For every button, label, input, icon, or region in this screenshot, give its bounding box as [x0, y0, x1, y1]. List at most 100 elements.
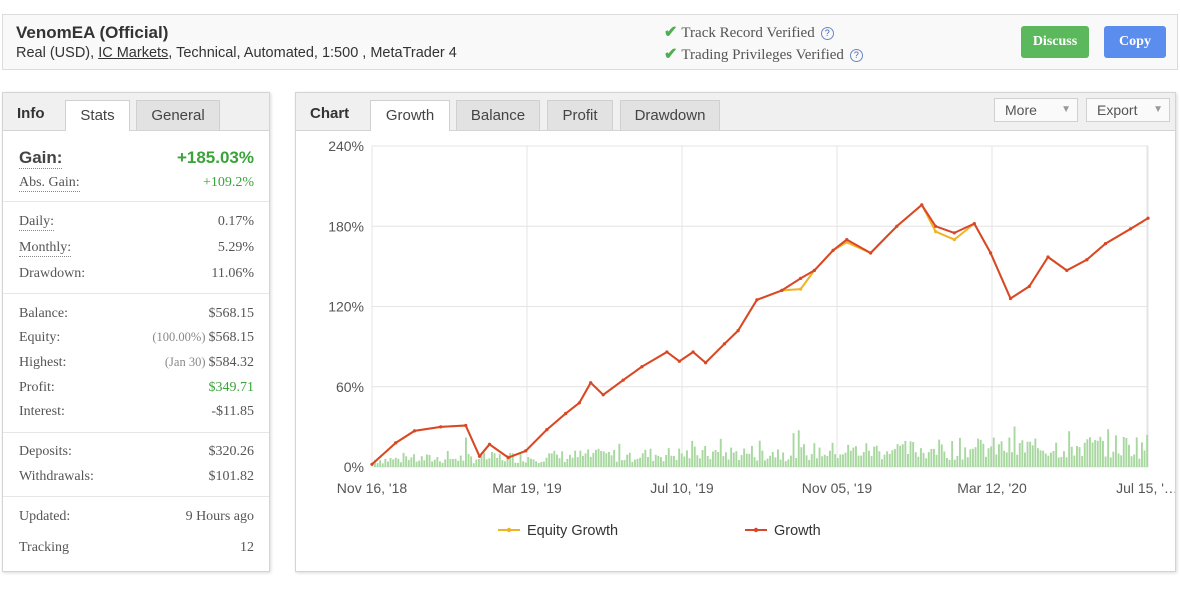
tab-general[interactable]: General — [136, 100, 220, 130]
volume-bar — [1128, 444, 1130, 467]
volume-bar — [693, 446, 696, 467]
volume-bar — [657, 456, 660, 467]
x-tick-label: Mar 12, '20 — [957, 480, 1027, 496]
volume-bar — [374, 459, 376, 467]
daily-label[interactable]: Daily: — [19, 214, 54, 231]
discuss-button[interactable]: Discuss — [1021, 26, 1089, 58]
volume-bar — [912, 442, 915, 467]
volume-bar — [953, 459, 956, 467]
volume-bar — [673, 455, 675, 467]
volume-bar — [1055, 442, 1058, 467]
volume-bar — [740, 455, 743, 467]
volume-bar — [584, 453, 587, 467]
gain-label[interactable]: Gain: — [19, 148, 63, 169]
volume-bar — [725, 452, 727, 467]
volume-bar — [712, 451, 714, 467]
volume-bar — [621, 460, 623, 467]
volume-bar — [865, 443, 868, 467]
volume-bar — [977, 438, 980, 467]
volume-bar — [496, 457, 499, 467]
volume-bar — [636, 458, 639, 467]
volume-bar — [909, 441, 912, 467]
volume-bar — [719, 438, 722, 467]
deposits-label: Deposits: — [19, 444, 72, 459]
chevron-down-icon: ▼ — [1061, 104, 1071, 115]
tab-stats[interactable]: Stats — [65, 100, 130, 131]
volume-bar — [634, 459, 636, 467]
volume-bar — [696, 455, 699, 467]
volume-bar — [1130, 456, 1133, 467]
tab-balance[interactable]: Balance — [456, 100, 540, 130]
volume-bar — [493, 453, 496, 467]
export-label: Export — [1097, 102, 1138, 118]
tab-growth[interactable]: Growth — [370, 100, 450, 131]
volume-bar — [704, 446, 707, 467]
volume-bar — [563, 461, 566, 467]
volume-bar — [647, 457, 649, 467]
volume-bar — [878, 451, 881, 467]
tab-drawdown[interactable]: Drawdown — [620, 100, 720, 130]
volume-bar — [1091, 442, 1094, 467]
tab-profit[interactable]: Profit — [547, 100, 613, 130]
growth-point — [677, 359, 681, 363]
volume-bar — [522, 461, 525, 467]
volume-bar — [517, 462, 519, 467]
volume-bar — [792, 433, 795, 467]
monthly-label[interactable]: Monthly: — [19, 240, 72, 257]
volume-bar — [535, 461, 538, 467]
volume-bar — [472, 463, 475, 467]
tracking-label: Tracking — [19, 540, 70, 555]
x-tick-label: Nov 16, '18 — [337, 480, 408, 496]
volume-bar — [475, 459, 478, 467]
abs-gain-label[interactable]: Abs. Gain: — [19, 175, 80, 192]
chart-title: Chart — [310, 105, 350, 122]
volume-bar — [537, 463, 540, 467]
volume-bar — [675, 460, 678, 467]
help-icon[interactable]: ? — [849, 49, 863, 62]
highest-label: Highest: — [19, 355, 67, 370]
volume-bar — [735, 451, 738, 467]
account-header: VenomEA (Official) Real (USD), IC Market… — [2, 14, 1178, 70]
volume-bar — [810, 454, 813, 467]
volume-bar — [839, 454, 842, 467]
volume-bar — [748, 453, 751, 467]
more-dropdown[interactable]: More ▼ — [994, 98, 1078, 122]
y-tick-label: 60% — [336, 379, 364, 395]
volume-bar — [873, 446, 876, 467]
volume-bar — [561, 451, 564, 467]
volume-bar — [891, 450, 894, 467]
volume-bar — [779, 459, 782, 467]
chevron-down-icon: ▼ — [1153, 104, 1163, 115]
chart-legend[interactable]: Equity Growth Growth — [498, 523, 821, 539]
volume-bar — [553, 450, 556, 467]
volume-bar — [764, 460, 766, 467]
volume-bar — [1096, 440, 1099, 467]
export-dropdown[interactable]: Export ▼ — [1086, 98, 1170, 122]
highest-value-wrap: (Jan 30) $584.32 — [165, 355, 254, 371]
growth-point — [506, 456, 510, 460]
volume-bar — [436, 457, 439, 467]
help-icon[interactable]: ? — [820, 27, 834, 40]
growth-point — [1046, 255, 1050, 259]
volume-bar — [483, 452, 486, 467]
broker-link[interactable]: IC Markets — [98, 45, 169, 61]
highest-value: $584.32 — [208, 355, 255, 370]
volume-bar — [610, 455, 613, 467]
growth-point — [524, 449, 528, 453]
volume-bar — [1112, 451, 1115, 467]
account-title: VenomEA (Official) — [16, 23, 169, 42]
volume-bar — [842, 454, 844, 467]
copy-button[interactable]: Copy — [1104, 26, 1166, 58]
growth-point — [487, 442, 492, 446]
equity-value: $568.15 — [208, 330, 255, 345]
checkmark-icon: ✔ — [664, 24, 678, 41]
chart-lines — [370, 203, 1150, 466]
volume-bar — [600, 451, 603, 467]
volume-bar — [623, 459, 626, 467]
volume-bar — [1081, 456, 1084, 467]
volume-bar — [717, 452, 720, 467]
volume-bar — [1143, 450, 1146, 467]
volume-bar — [394, 457, 397, 467]
volume-bar — [1078, 447, 1081, 467]
volume-bar — [1146, 434, 1149, 467]
